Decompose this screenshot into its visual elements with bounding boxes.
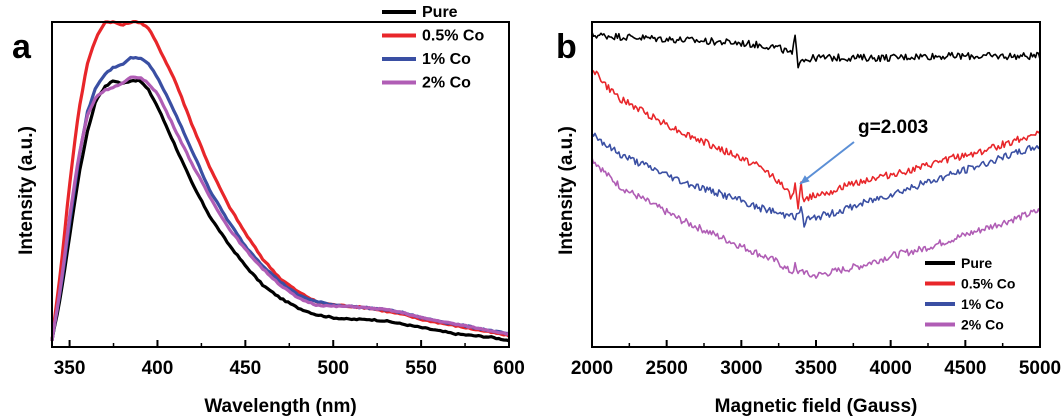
x-axis-label: Wavelength (nm) (204, 396, 356, 417)
legend-label: Pure (422, 4, 458, 21)
y-axis-label: Intensity (a.u.) (16, 126, 37, 255)
chart-panel-b: 2000 2500 3000 3500 4000 4500 5000 Magnetic fie… (556, 21, 1061, 417)
x-tick-label: 2000 (571, 358, 613, 379)
series-line-1-co (591, 132, 1041, 228)
annotation-label: g=2.003 (858, 117, 928, 138)
series-line-0-5-co (50, 20, 510, 342)
x-tick-label: 2500 (646, 358, 688, 379)
x-tick-label: 600 (493, 358, 525, 379)
plot-frame (51, 21, 510, 348)
series-line-0-5-co (591, 69, 1041, 210)
panel-label: b (556, 28, 577, 66)
y-axis-label: Intensity (a.u.) (556, 126, 577, 255)
x-tick-label: 4000 (870, 358, 912, 379)
x-tick-label: 4500 (944, 358, 986, 379)
legend-label: 2% Co (422, 75, 471, 92)
x-tick-label: 3000 (720, 358, 762, 379)
x-tick-label: 3500 (795, 358, 837, 379)
x-tick-label: 400 (142, 358, 174, 379)
x-axis-label: Magnetic field (Gauss) (715, 396, 918, 417)
legend-label: 0.5% Co (422, 28, 484, 45)
x-tick-label: 450 (229, 358, 261, 379)
series-line-pure (591, 31, 1041, 69)
series-line-pure (50, 78, 510, 343)
series-line-2-co (591, 157, 1041, 279)
series-line-2-co (50, 75, 510, 341)
annotation-arrow-head (800, 175, 810, 184)
legend-label: 1% Co (961, 296, 1004, 312)
legend-label: 2% Co (961, 317, 1004, 333)
legend-label: 0.5% Co (961, 276, 1015, 292)
legend-label: 1% Co (422, 51, 471, 68)
x-tick-label: 550 (405, 358, 437, 379)
panel-label: a (12, 28, 32, 66)
x-tick-label: 500 (317, 358, 349, 379)
x-tick-label: 5000 (1019, 358, 1061, 379)
annotation-arrow-line (799, 141, 855, 185)
x-tick-label: 350 (54, 358, 86, 379)
chart-panel-a: 350 400 450 500 550 600 Wavelength (nm) Intensi… (12, 4, 525, 417)
legend: Pure 0.5% Co 1% Co 2% Co (925, 255, 1015, 333)
legend: Pure 0.5% Co 1% Co 2% Co (382, 4, 484, 92)
legend-label: Pure (961, 255, 992, 271)
